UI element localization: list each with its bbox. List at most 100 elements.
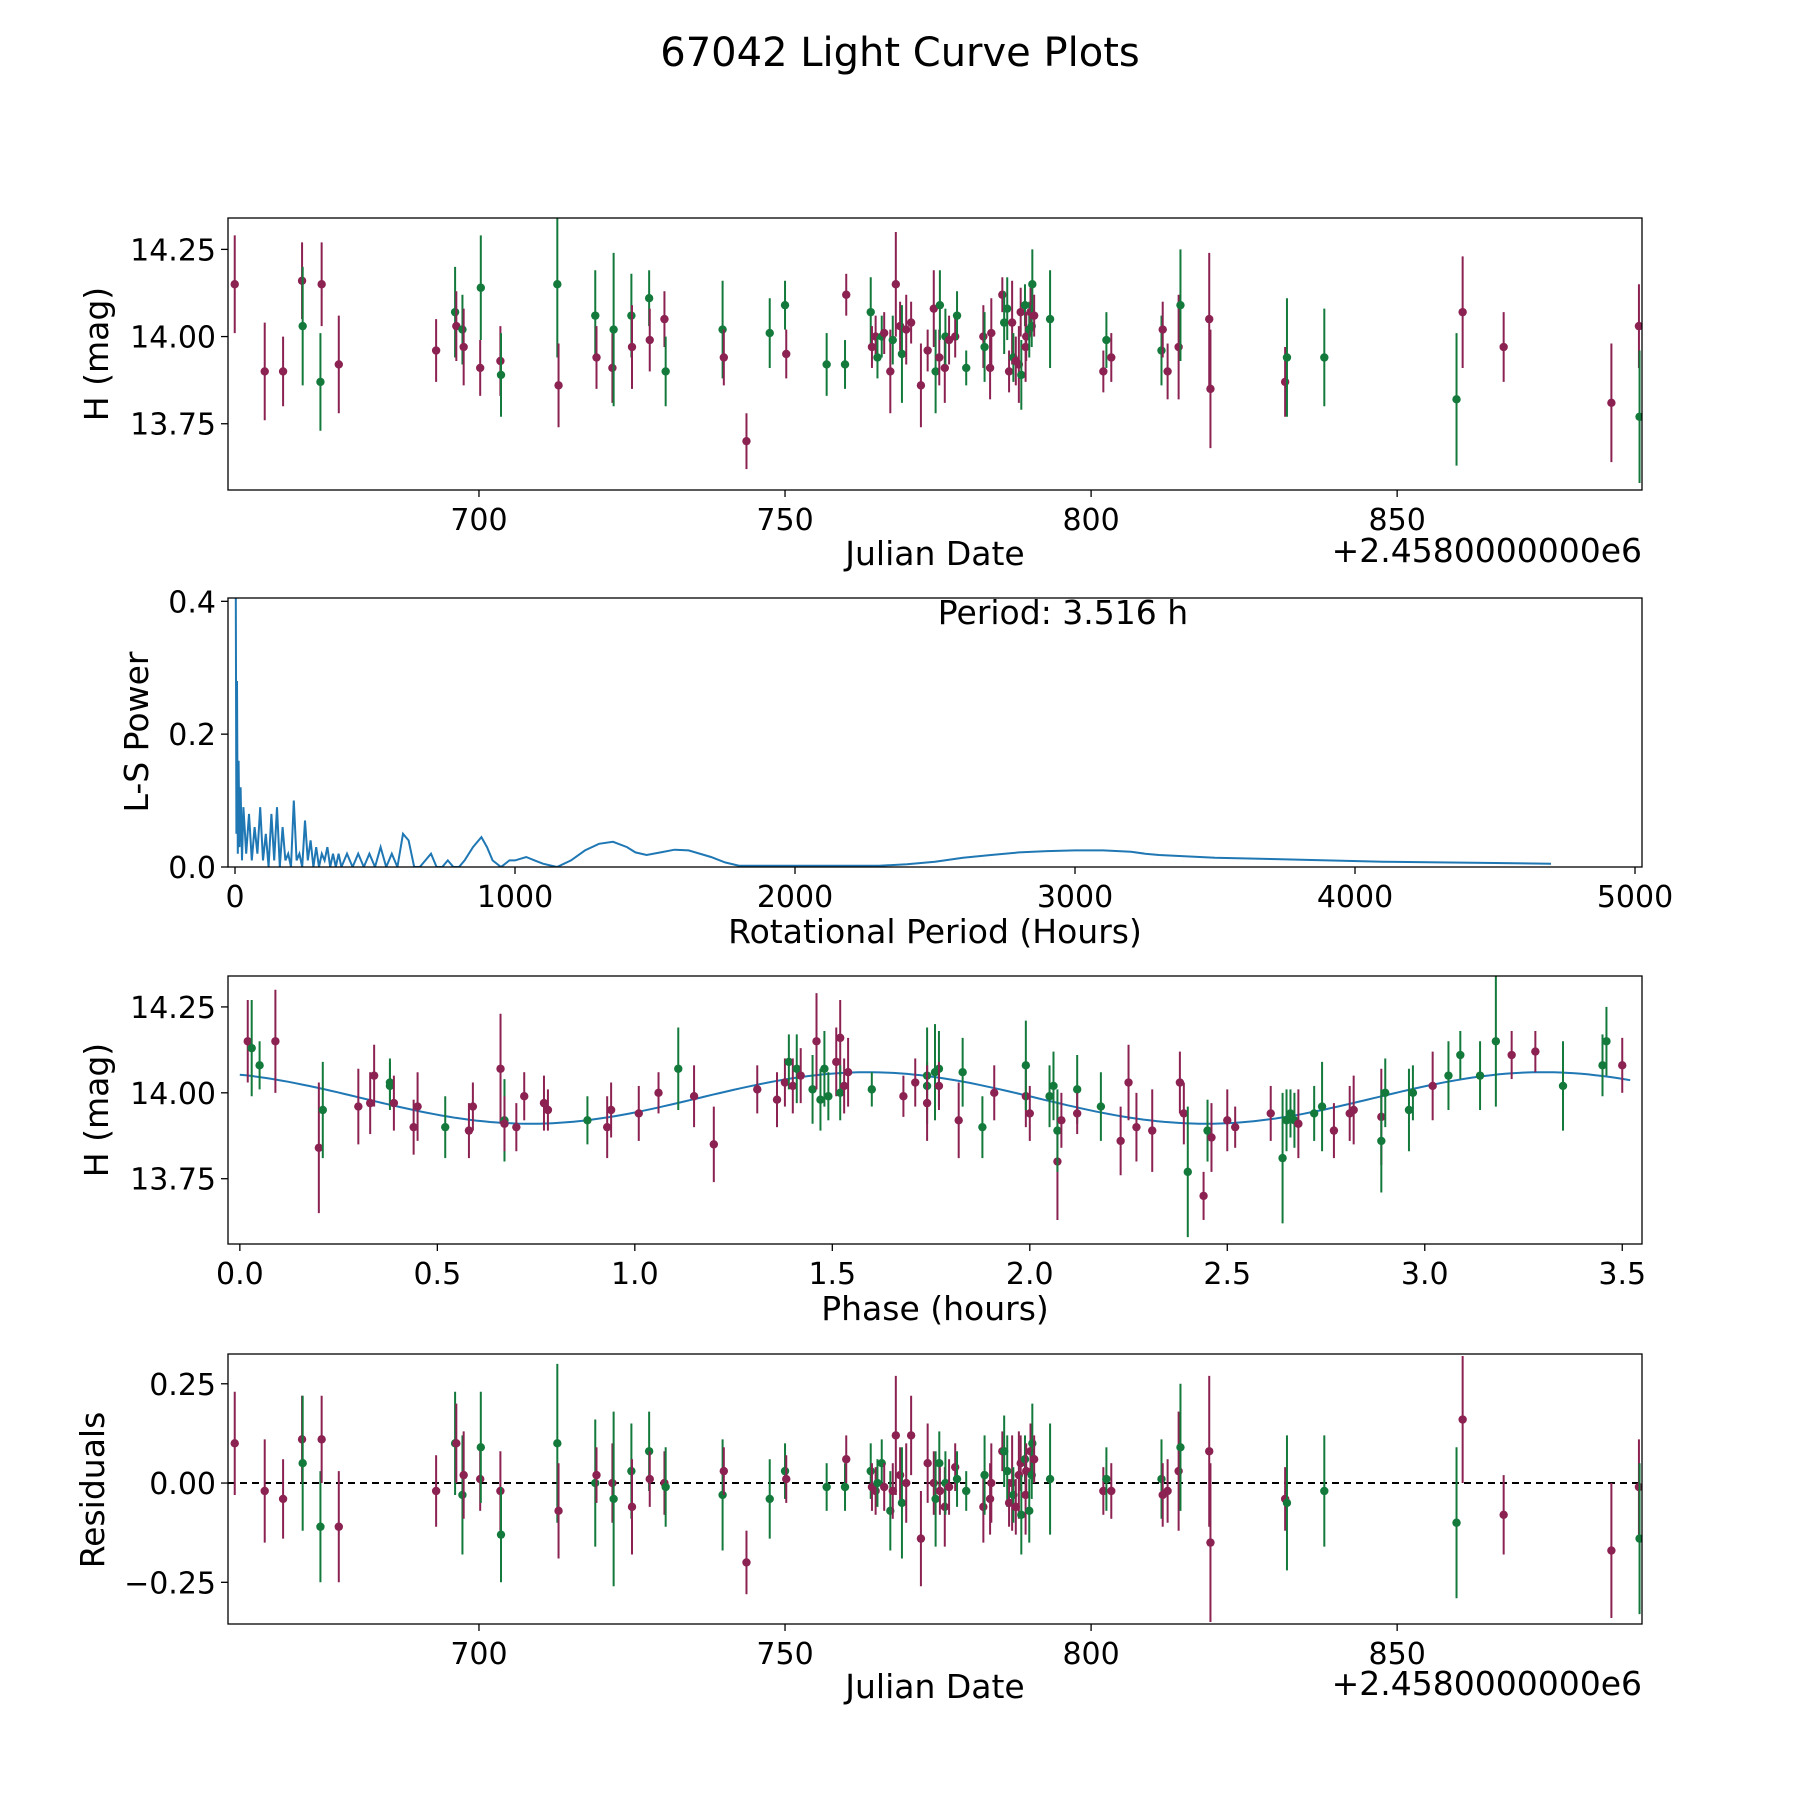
data-point-purple	[1025, 1109, 1034, 1118]
periodogram-panel: 0 1000 2000 3000 4000 5000 0.0 0.2 0.4 Period: 3…	[117, 585, 1673, 951]
data-point-purple	[1163, 1486, 1172, 1496]
periodogram-x-tick-label: 2000	[757, 880, 833, 915]
data-point-purple	[496, 1064, 505, 1073]
data-point-purple	[1199, 1191, 1208, 1201]
data-point-green	[935, 300, 945, 310]
residuals-y-label: Residuals	[73, 1412, 112, 1569]
periodogram-x-tick-label: 3000	[1037, 880, 1113, 915]
periodogram-y-tick-label: 0.2	[168, 718, 216, 753]
data-point-purple	[879, 1482, 889, 1492]
data-point-purple	[990, 1088, 999, 1098]
data-point-purple	[879, 328, 889, 338]
data-point-purple	[369, 1071, 379, 1080]
data-point-purple	[1016, 307, 1025, 317]
data-point-green	[1102, 335, 1111, 345]
data-point-purple	[1072, 1109, 1082, 1118]
data-point-purple	[1057, 1116, 1066, 1125]
phased-curve-y-label: H (mag)	[77, 1043, 116, 1177]
data-point-purple	[1132, 1122, 1141, 1132]
data-point-green	[583, 1116, 592, 1125]
residuals-x-tick-label: 850	[1369, 1637, 1426, 1672]
data-point-green	[1053, 1126, 1062, 1135]
data-point-purple	[796, 1071, 805, 1080]
data-point-green	[780, 1466, 790, 1476]
data-point-green	[316, 377, 325, 387]
data-point-green	[1452, 395, 1461, 404]
data-point-purple	[842, 290, 851, 299]
data-point-purple	[979, 332, 988, 341]
residuals-axes-frame	[227, 1353, 1643, 1625]
data-point-purple	[1205, 314, 1214, 324]
residuals-y-tick-label: 0.25	[149, 1368, 216, 1403]
data-point-purple	[987, 1478, 996, 1488]
data-point-purple	[660, 314, 669, 324]
data-point-purple	[608, 363, 617, 373]
data-point-purple	[998, 290, 1007, 299]
data-point-purple	[1458, 307, 1467, 317]
data-point-purple	[944, 335, 954, 345]
data-point-purple	[836, 1033, 845, 1043]
data-point-purple	[1607, 398, 1616, 408]
light-curve-x-label: Julian Date	[843, 534, 1025, 573]
data-point-purple	[1158, 325, 1167, 334]
data-point-purple	[334, 1522, 343, 1531]
data-point-green	[255, 1061, 264, 1070]
data-point-purple	[431, 1486, 441, 1496]
data-point-purple	[1618, 1061, 1627, 1070]
data-point-green	[1491, 1037, 1501, 1046]
data-point-purple	[389, 1098, 399, 1108]
data-point-purple	[1148, 1126, 1157, 1135]
data-point-green	[1028, 1439, 1037, 1448]
data-point-purple	[719, 1466, 729, 1476]
data-point-green	[298, 321, 307, 331]
data-point-green	[1049, 1081, 1058, 1091]
phased-curve-ticks: 0.0 0.5 1.0 1.5 2.0 2.5 3.0 3.5 13.75 14.00 14.25	[130, 991, 1646, 1292]
data-point-purple	[843, 1068, 853, 1077]
data-point-green	[820, 1064, 829, 1073]
data-point-purple	[788, 1081, 798, 1091]
data-point-purple	[230, 280, 239, 289]
data-point-purple	[539, 1098, 549, 1108]
data-point-purple	[592, 353, 601, 362]
data-point-green	[897, 349, 907, 359]
data-point-purple	[1607, 1546, 1616, 1555]
light-curve-ticks: 700 750 800 850 13.75 14.00 14.25	[130, 233, 1426, 538]
data-point-green	[458, 1490, 467, 1500]
data-point-purple	[520, 1092, 529, 1101]
data-point-green	[1028, 280, 1037, 289]
data-point-green	[1456, 1050, 1465, 1060]
data-point-green	[496, 370, 506, 380]
data-point-green	[897, 1498, 907, 1508]
data-point-green	[867, 1085, 877, 1094]
data-point-green	[822, 1482, 831, 1492]
data-point-purple	[916, 381, 926, 390]
data-point-purple	[606, 1105, 616, 1115]
data-point-purple	[1294, 1119, 1303, 1128]
data-point-purple	[452, 321, 461, 331]
data-point-purple	[1507, 1050, 1516, 1060]
data-point-purple	[475, 363, 485, 373]
data-point-green	[1045, 1474, 1055, 1484]
phased-curve-data-layer	[239, 976, 1631, 1238]
light-curve-y-tick-label: 14.25	[130, 233, 216, 268]
phased-curve-panel: 0.0 0.5 1.0 1.5 2.0 2.5 3.0 3.513.7514.0014.25 …	[77, 975, 1646, 1328]
data-point-green	[931, 1494, 940, 1504]
data-point-green	[1157, 1474, 1166, 1484]
periodogram-x-tick-label: 1000	[477, 880, 553, 915]
light-curve-y-label: H (mag)	[77, 287, 116, 421]
data-point-green	[316, 1522, 325, 1531]
data-point-green	[1203, 1126, 1212, 1135]
data-point-purple	[1206, 384, 1215, 394]
data-point-purple	[985, 363, 995, 373]
data-point-purple	[923, 1458, 932, 1468]
data-point-purple	[886, 367, 895, 376]
data-point-purple	[867, 342, 877, 352]
data-point-purple	[608, 1478, 617, 1488]
data-point-green	[1408, 1088, 1418, 1098]
data-point-green	[765, 328, 774, 338]
data-point-purple	[271, 1037, 280, 1046]
data-point-green	[958, 1068, 967, 1077]
data-point-purple	[1175, 1078, 1185, 1087]
data-point-green	[1598, 1061, 1607, 1070]
data-point-purple	[260, 1486, 269, 1496]
